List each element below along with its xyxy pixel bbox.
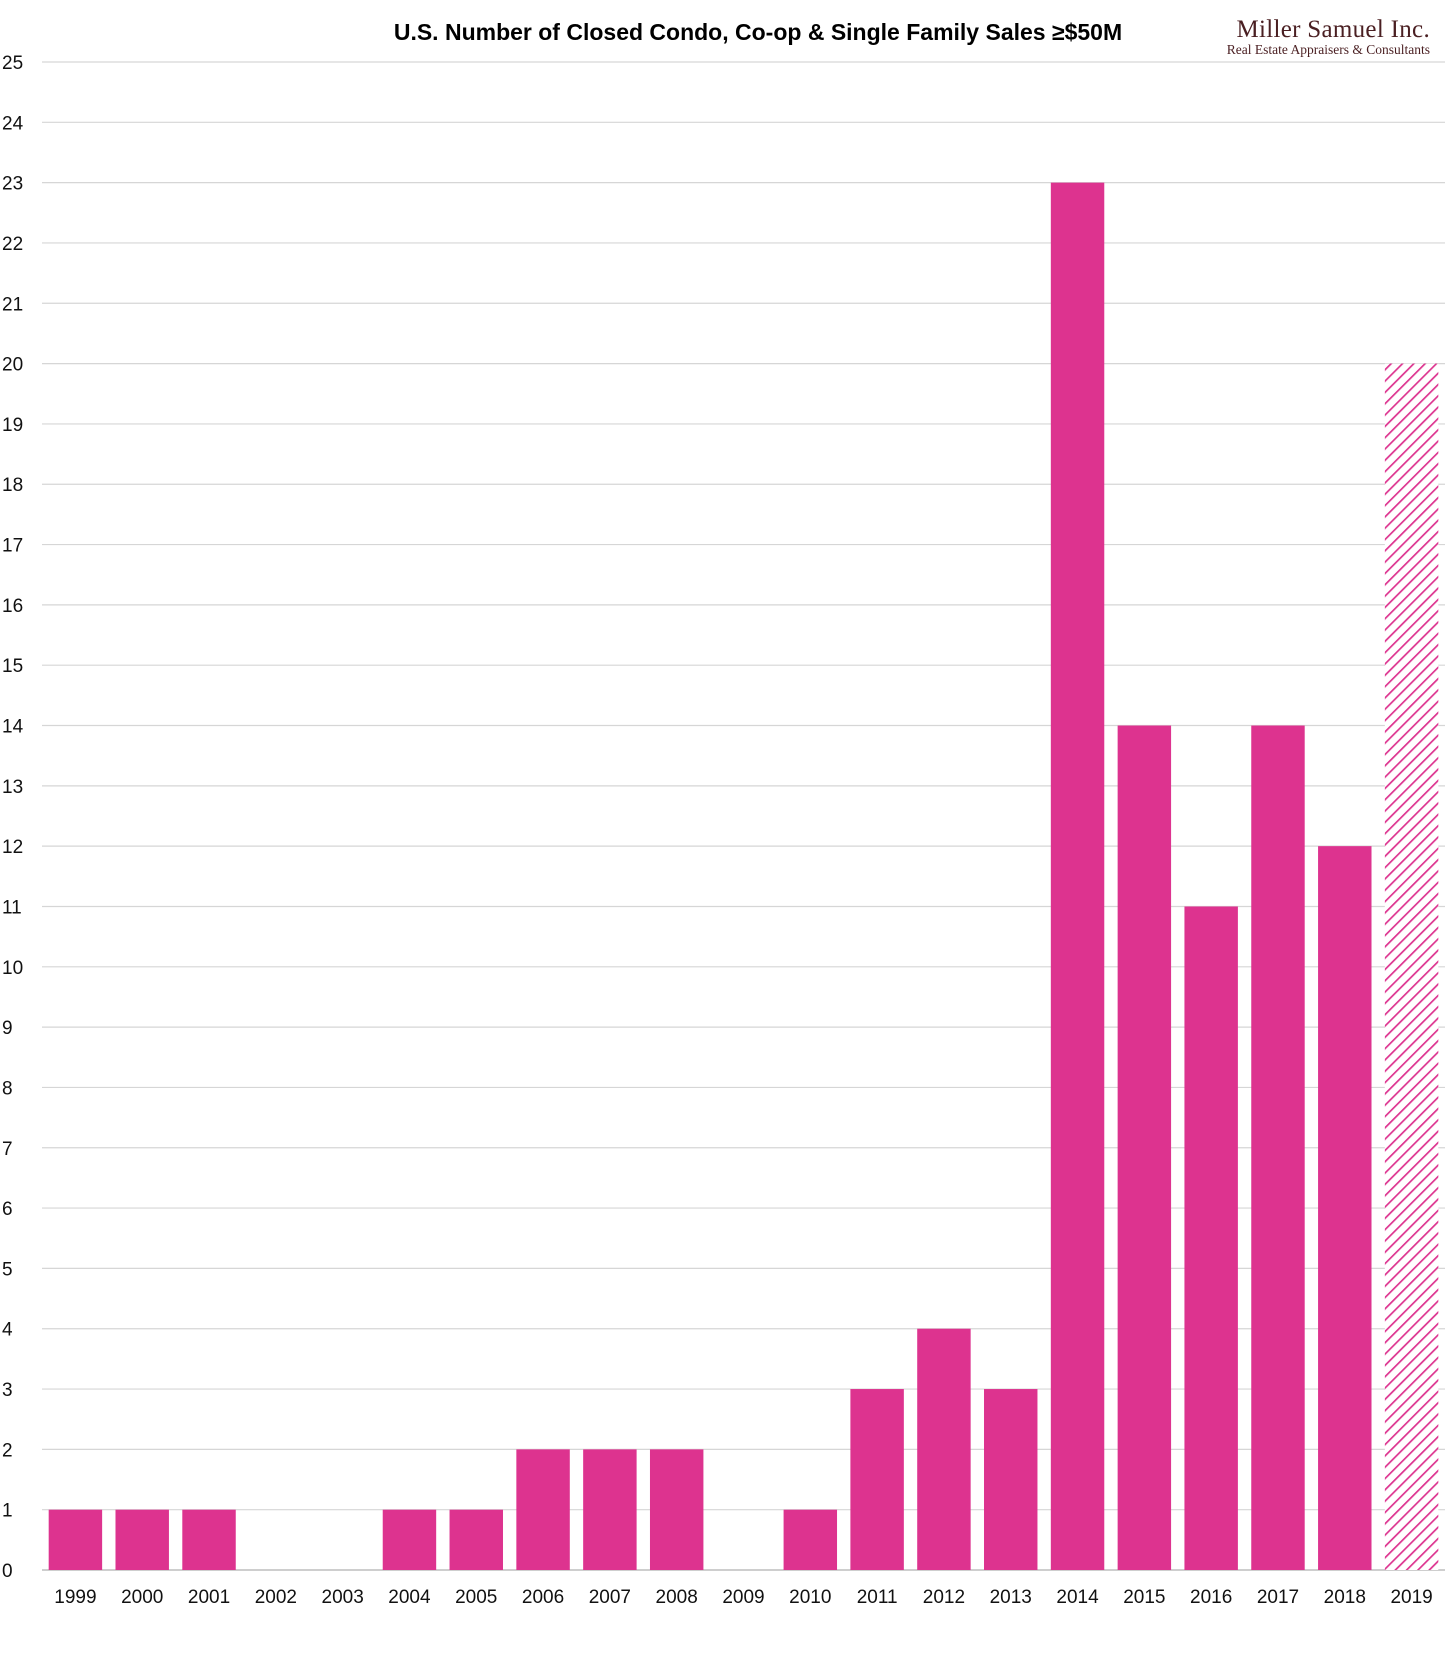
x-tick-label: 2017 — [1257, 1587, 1299, 1608]
x-tick-label: 2010 — [789, 1587, 831, 1608]
y-tick-label: 19 — [2, 415, 23, 436]
bar-2011 — [850, 1389, 904, 1570]
x-tick-label: 2012 — [923, 1587, 965, 1608]
gridlines — [42, 61, 1445, 1571]
y-tick-label: 3 — [2, 1380, 13, 1401]
y-tick-label: 23 — [2, 174, 23, 195]
x-tick-label: 2018 — [1324, 1587, 1366, 1608]
bar-2013 — [984, 1389, 1038, 1570]
bar-2018 — [1318, 846, 1372, 1570]
x-tick-label: 2016 — [1190, 1587, 1232, 1608]
x-tick-label: 2013 — [990, 1587, 1032, 1608]
bar-2000 — [115, 1509, 169, 1570]
y-tick-label: 16 — [2, 596, 23, 617]
y-tick-label: 5 — [2, 1259, 13, 1280]
x-tick-label: 2008 — [656, 1587, 698, 1608]
x-tick-label: 2000 — [121, 1587, 163, 1608]
bars — [48, 182, 1439, 1571]
y-tick-label: 20 — [2, 355, 23, 376]
y-tick-label: 18 — [2, 475, 23, 496]
x-tick-label: 2014 — [1056, 1587, 1099, 1608]
brand-tagline: Real Estate Appraisers & Consultants — [1227, 42, 1430, 57]
y-tick-label: 15 — [2, 656, 23, 677]
y-tick-label: 22 — [2, 234, 23, 255]
bar-1999 — [48, 1509, 103, 1570]
bar-2006 — [516, 1449, 570, 1570]
y-tick-label: 17 — [2, 536, 23, 557]
x-axis-tick-labels: 1999 2000 2001 2002 2003 2004 2005 2006 2007 2008… — [54, 1587, 1432, 1608]
bar-2015 — [1117, 725, 1172, 1570]
bar-2008 — [649, 1449, 704, 1570]
y-tick-label: 7 — [2, 1139, 13, 1160]
bar-2010 — [783, 1509, 838, 1570]
x-tick-label: 2019 — [1390, 1587, 1432, 1608]
y-tick-label: 25 — [2, 53, 23, 74]
bar-2005 — [449, 1509, 503, 1570]
bar-2012 — [917, 1328, 971, 1570]
bar-2016 — [1184, 906, 1238, 1570]
chart-title: U.S. Number of Closed Condo, Co-op & Sin… — [394, 19, 1122, 45]
bar-2017 — [1251, 725, 1305, 1570]
bar-2014 — [1050, 182, 1105, 1570]
bar-2019 — [1384, 363, 1439, 1571]
x-tick-label: 2001 — [188, 1587, 230, 1608]
y-tick-label: 11 — [2, 897, 22, 918]
bar-2007 — [583, 1449, 637, 1570]
brand-logo: Miller Samuel Inc. Real Estate Appraiser… — [1227, 16, 1430, 57]
x-tick-label: 1999 — [54, 1587, 96, 1608]
bar-2004 — [382, 1509, 437, 1570]
x-tick-label: 2007 — [589, 1587, 631, 1608]
y-tick-label: 1 — [2, 1501, 13, 1522]
y-tick-label: 0 — [2, 1561, 13, 1582]
y-tick-label: 13 — [2, 777, 23, 798]
x-tick-label: 2003 — [322, 1587, 364, 1608]
y-tick-label: 12 — [2, 837, 23, 858]
y-tick-label: 24 — [2, 113, 24, 134]
brand-name: Miller Samuel Inc. — [1236, 16, 1430, 43]
x-tick-label: 2002 — [255, 1587, 297, 1608]
y-tick-label: 21 — [2, 294, 23, 315]
x-tick-label: 2005 — [455, 1587, 497, 1608]
y-tick-label: 6 — [2, 1199, 13, 1220]
x-tick-label: 2011 — [857, 1587, 898, 1608]
x-tick-label: 2015 — [1123, 1587, 1165, 1608]
x-tick-label: 2006 — [522, 1587, 564, 1608]
y-tick-label: 10 — [2, 958, 23, 979]
x-tick-label: 2009 — [722, 1587, 764, 1608]
y-tick-label: 2 — [2, 1440, 13, 1461]
y-axis-tick-labels: 0123456789101112131415161718192021222324… — [2, 53, 24, 1582]
y-tick-label: 4 — [2, 1320, 13, 1341]
y-tick-label: 9 — [2, 1018, 13, 1039]
y-tick-label: 14 — [2, 717, 24, 738]
y-tick-label: 8 — [2, 1078, 13, 1099]
bar-2001 — [182, 1509, 236, 1570]
x-tick-label: 2004 — [388, 1587, 431, 1608]
